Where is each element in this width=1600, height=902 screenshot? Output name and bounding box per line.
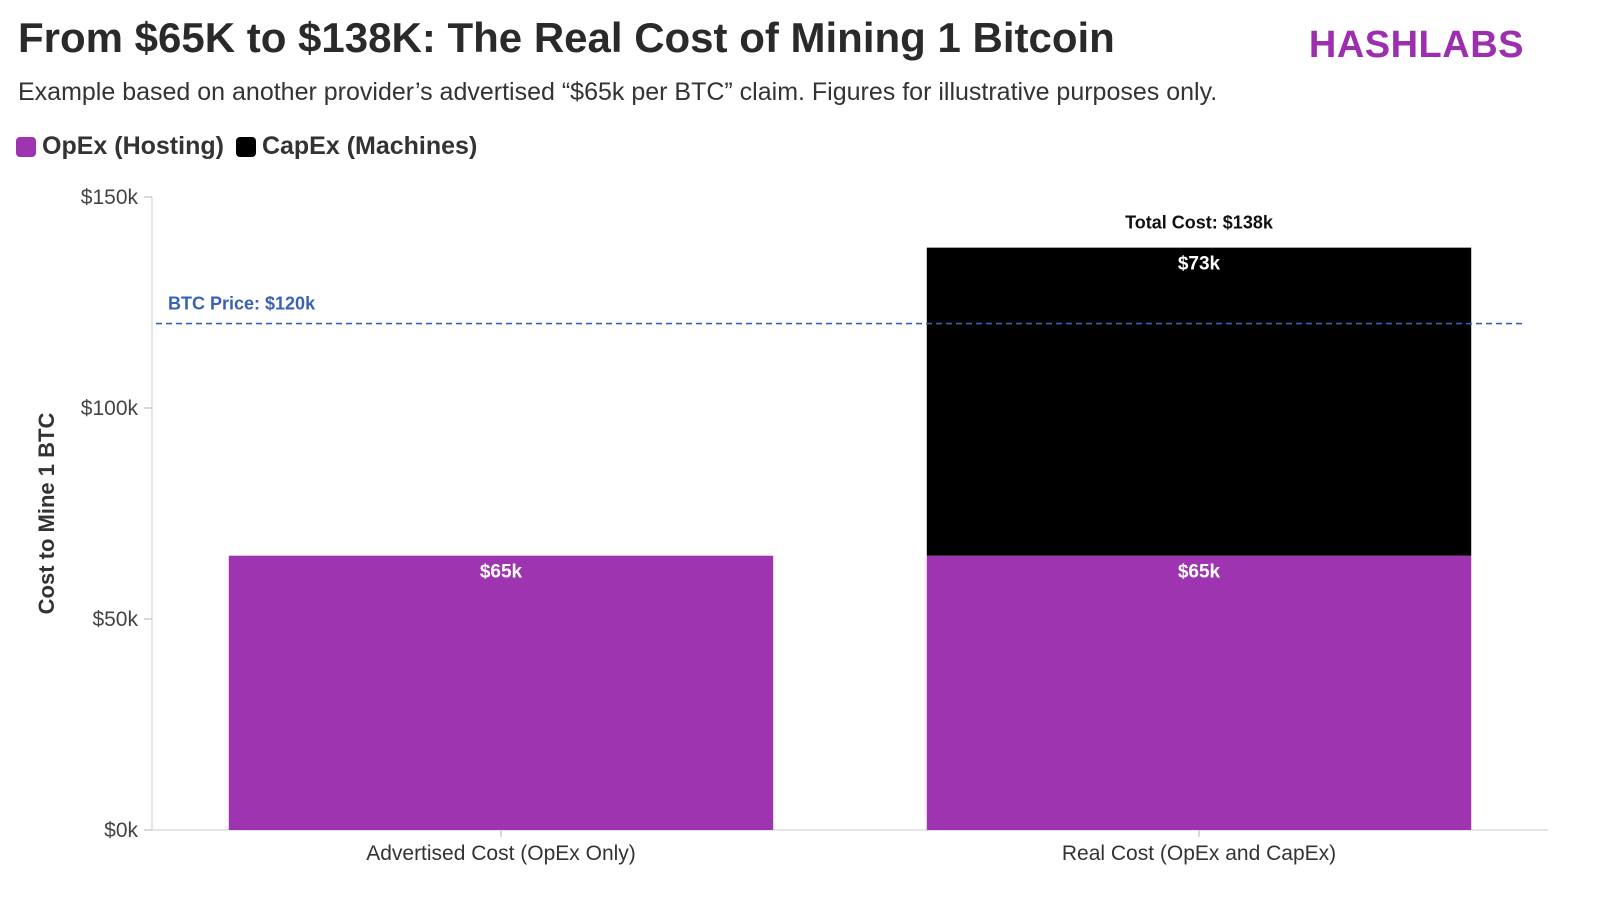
legend-swatch-capex bbox=[235, 136, 256, 157]
x-tick-label: Advertised Cost (OpEx Only) bbox=[366, 842, 636, 865]
chart-subtitle: Example based on another provider’s adve… bbox=[18, 78, 1218, 106]
bar-opex-1 bbox=[926, 555, 1472, 830]
y-tick-label: $150k bbox=[81, 186, 139, 209]
bar-value-label: $73k bbox=[1178, 254, 1221, 275]
btc-price-label: BTC Price: $120k bbox=[168, 294, 316, 314]
total-cost-annotation: Total Cost: $138k bbox=[1125, 213, 1274, 233]
y-tick-label: $0k bbox=[104, 819, 138, 842]
chart-legend: OpEx (Hosting) CapEx (Machines) bbox=[16, 132, 489, 161]
y-tick-label: $50k bbox=[92, 608, 138, 631]
legend-label-capex: CapEx (Machines) bbox=[261, 132, 478, 160]
legend-item-opex: OpEx (Hosting) bbox=[16, 132, 224, 161]
legend-label-opex: OpEx (Hosting) bbox=[42, 132, 224, 160]
chart-title: From $65K to $138K: The Real Cost of Min… bbox=[18, 14, 1115, 61]
bar-opex-0 bbox=[228, 555, 774, 830]
y-axis-title: Cost to Mine 1 BTC bbox=[34, 413, 59, 615]
y-tick-label: $100k bbox=[81, 397, 139, 420]
legend-item-capex: CapEx (Machines) bbox=[235, 132, 478, 161]
bar-value-label: $65k bbox=[480, 562, 523, 583]
x-tick-label: Real Cost (OpEx and CapEx) bbox=[1062, 842, 1336, 865]
bar-capex-1 bbox=[926, 247, 1472, 556]
brand-logo: HASHLABS bbox=[1308, 24, 1524, 66]
legend-swatch-opex bbox=[16, 136, 36, 157]
bar-value-label: $65k bbox=[1178, 562, 1221, 583]
